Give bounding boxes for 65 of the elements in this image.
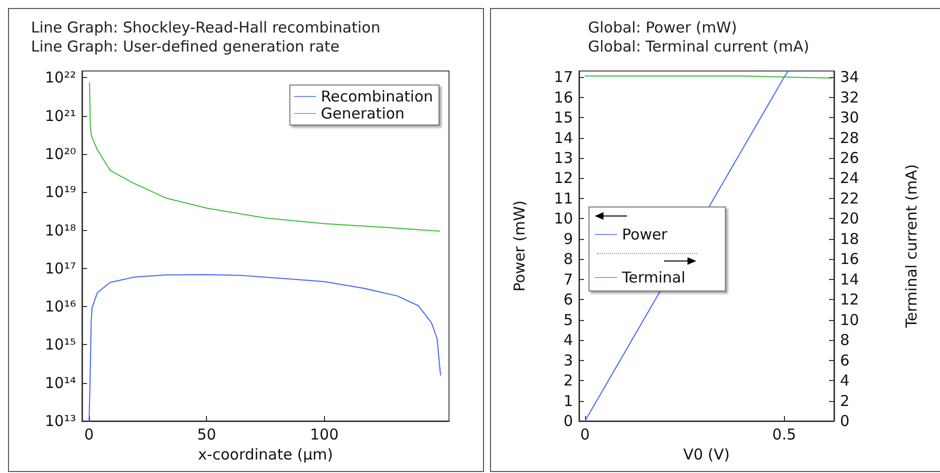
y-tick-label: 14: [554, 128, 573, 147]
y-tick-label: 13: [554, 148, 573, 167]
line-series: [88, 274, 442, 422]
y-tick-label: 2: [563, 372, 573, 390]
x-tick-label: 100: [310, 426, 339, 444]
x-tick-label: 0: [580, 426, 590, 444]
chart-title: Line Graph: Shockley-Read-Hall recombination: [31, 18, 380, 36]
y2-tick-label: 12: [840, 290, 860, 309]
y2-tick-label: 34: [840, 68, 860, 86]
chart-subtitle: Global: Terminal current (mA): [588, 38, 810, 56]
y2-axis-title: Terminal current (mA): [902, 164, 920, 329]
y2-tick-label: 32: [840, 88, 860, 106]
y-tick-label: 4: [563, 331, 573, 350]
y-tick-label: 10²²: [44, 68, 76, 87]
y2-tick-label: 24: [840, 169, 860, 188]
y-tick-label: 10: [554, 210, 573, 228]
y2-tick-label: 18: [840, 230, 860, 248]
x-tick-label: 0: [84, 426, 94, 444]
legend-label: Generation: [320, 104, 405, 122]
y-tick-label: 10²¹: [44, 106, 76, 125]
y-tick-label: 10¹⁹: [44, 183, 76, 202]
y-axis-title: Power (mW): [510, 200, 528, 292]
chart-subtitle: Line Graph: User-defined generation rate: [31, 38, 340, 56]
x-tick-label: 0.5: [772, 426, 796, 444]
y-tick-label: 10¹⁷: [44, 259, 76, 278]
y-tick-label: 10¹³: [44, 412, 76, 430]
y2-tick-label: 2: [840, 392, 850, 410]
y-tick-label: 6: [563, 290, 573, 309]
x-tick-label: 50: [197, 426, 216, 444]
y2-tick-label: 14: [840, 270, 860, 288]
y2-tick-label: 26: [840, 148, 860, 167]
y-tick-label: 10¹⁸: [44, 221, 76, 240]
y2-tick-label: 22: [840, 189, 860, 208]
legend-label: Recombination: [320, 88, 434, 106]
y-tick-label: 10¹⁶: [44, 298, 76, 316]
y2-tick-label: 30: [840, 108, 860, 127]
y2-tick-label: 0: [840, 412, 850, 430]
y-tick-label: 1: [563, 392, 573, 410]
y-tick-label: 10²⁰: [44, 145, 76, 163]
y-tick-label: 8: [563, 250, 573, 268]
chart-title: Global: Power (mW): [588, 18, 737, 36]
x-axis-title: V0 (V): [683, 445, 730, 464]
line-series: [89, 82, 440, 232]
y-tick-label: 15: [554, 108, 573, 127]
y2-tick-label: 20: [840, 210, 860, 228]
y2-tick-label: 8: [840, 331, 850, 350]
y-tick-label: 16: [554, 88, 573, 106]
y2-tick-label: 6: [840, 351, 850, 370]
legend-label: Power: [622, 226, 668, 244]
y-tick-label: 17: [554, 68, 573, 86]
y-tick-label: 12: [554, 169, 573, 188]
y-tick-label: 7: [563, 270, 573, 288]
y2-tick-label: 4: [840, 372, 850, 390]
y-tick-label: 10¹⁴: [44, 374, 76, 392]
y-tick-label: 11: [554, 189, 573, 208]
y-tick-label: 3: [563, 351, 573, 370]
y2-tick-label: 28: [840, 128, 860, 147]
x-axis-title: x-coordinate (µm): [198, 445, 333, 464]
y-tick-label: 5: [563, 310, 573, 329]
legend-label: Terminal: [621, 268, 686, 286]
y-tick-label: 9: [563, 230, 573, 248]
y2-tick-label: 16: [840, 250, 860, 268]
y-tick-label: 10¹⁵: [44, 336, 76, 354]
y2-tick-label: 10: [840, 310, 860, 329]
y-tick-label: 0: [563, 412, 573, 430]
